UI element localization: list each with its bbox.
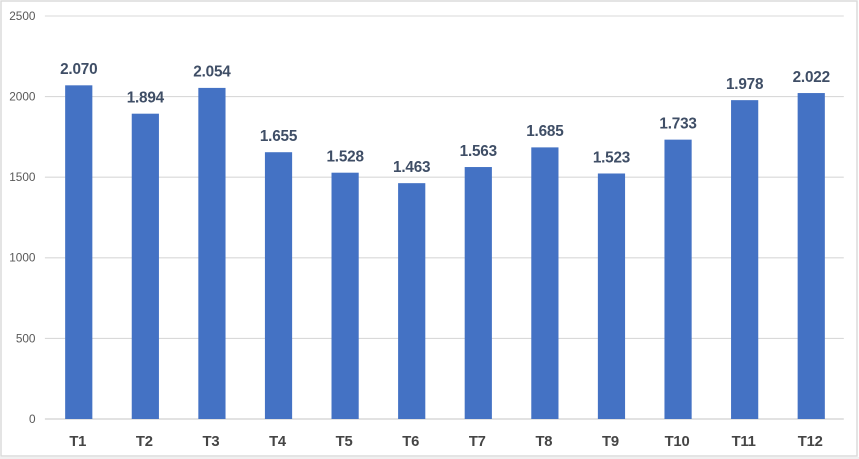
svg-text:1.563: 1.563 bbox=[460, 143, 497, 160]
svg-text:T3: T3 bbox=[202, 434, 219, 450]
svg-text:1.655: 1.655 bbox=[260, 128, 298, 145]
svg-text:T4: T4 bbox=[269, 434, 287, 450]
svg-text:T10: T10 bbox=[665, 434, 690, 450]
svg-text:1000: 1000 bbox=[9, 251, 36, 265]
svg-text:T9: T9 bbox=[602, 434, 619, 450]
svg-text:1.733: 1.733 bbox=[659, 115, 696, 132]
svg-text:T11: T11 bbox=[732, 434, 756, 450]
svg-text:1.978: 1.978 bbox=[726, 76, 764, 93]
svg-text:T1: T1 bbox=[69, 434, 86, 450]
svg-text:1.894: 1.894 bbox=[127, 89, 165, 106]
svg-text:1500: 1500 bbox=[9, 170, 36, 184]
svg-text:T2: T2 bbox=[136, 434, 153, 450]
svg-text:2.070: 2.070 bbox=[60, 61, 97, 78]
svg-text:1.463: 1.463 bbox=[393, 159, 430, 176]
svg-text:2500: 2500 bbox=[9, 9, 36, 23]
svg-text:T12: T12 bbox=[798, 434, 823, 450]
svg-text:2.054: 2.054 bbox=[193, 64, 231, 81]
svg-text:1.528: 1.528 bbox=[326, 148, 364, 165]
svg-text:T8: T8 bbox=[535, 434, 552, 450]
svg-text:2000: 2000 bbox=[9, 90, 36, 104]
svg-text:T7: T7 bbox=[469, 434, 486, 450]
svg-text:0: 0 bbox=[29, 412, 36, 426]
svg-text:500: 500 bbox=[16, 331, 36, 345]
svg-text:T6: T6 bbox=[402, 434, 419, 450]
svg-text:2.022: 2.022 bbox=[793, 69, 830, 86]
svg-text:1.523: 1.523 bbox=[593, 149, 630, 166]
svg-text:1.685: 1.685 bbox=[526, 123, 564, 140]
svg-text:T5: T5 bbox=[336, 434, 353, 450]
